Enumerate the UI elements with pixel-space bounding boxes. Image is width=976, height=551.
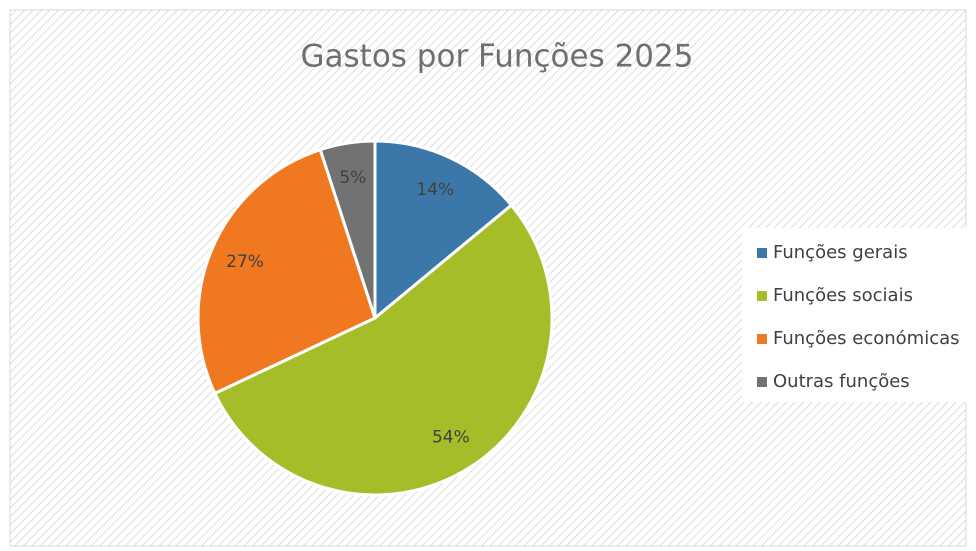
legend-label: Funções sociais <box>773 285 913 306</box>
legend-swatch <box>757 334 767 344</box>
legend: Funções gerais Funções sociais Funções eco… <box>757 242 960 392</box>
legend-label: Funções económicas <box>773 328 960 349</box>
pie-slice <box>196 147 377 396</box>
legend-box <box>742 228 970 402</box>
legend-swatch <box>757 291 767 301</box>
pie-slice <box>373 139 514 322</box>
pie: 14% 54% 27% 5% <box>196 139 554 497</box>
data-label: 5% <box>339 168 366 188</box>
data-label: 54% <box>432 428 470 448</box>
legend-swatch <box>757 377 767 387</box>
pie-slice <box>212 203 554 497</box>
data-label: 14% <box>416 180 454 200</box>
legend-label: Outras funções <box>773 371 910 392</box>
pie-slice <box>318 139 377 319</box>
legend-label: Funções gerais <box>773 242 908 263</box>
chart-title: Gastos por Funções 2025 <box>301 39 694 75</box>
data-label: 27% <box>226 252 264 272</box>
legend-swatch <box>757 248 767 258</box>
